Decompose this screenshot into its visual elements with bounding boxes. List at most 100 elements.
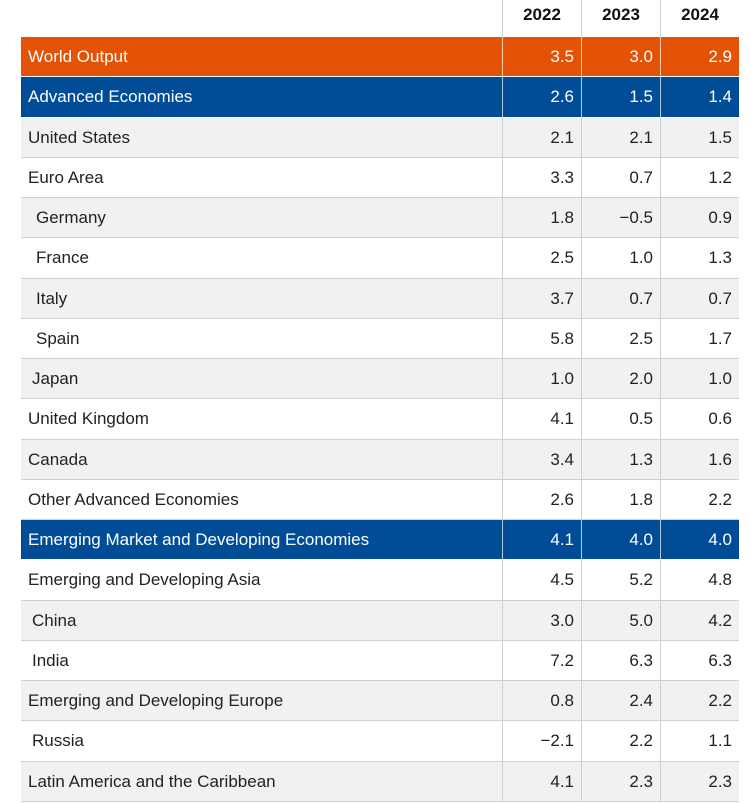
header-divider (660, 0, 661, 37)
cell-2023: 1.3 (629, 449, 653, 469)
row-label: Emerging and Developing Asia (28, 570, 261, 590)
column-divider (502, 640, 503, 680)
table-row: Spain 5.8 2.5 1.7 (21, 318, 739, 359)
column-divider (660, 681, 661, 721)
cell-2024: 4.8 (708, 570, 732, 590)
row-label: Italy (36, 288, 68, 308)
column-divider (502, 520, 503, 560)
column-divider (502, 721, 503, 761)
row-label: Spain (36, 328, 80, 348)
row-label: Canada (28, 449, 88, 469)
cell-2023: 1.5 (629, 87, 653, 107)
cell-2024: 1.7 (708, 328, 732, 348)
row-label: United Kingdom (28, 409, 149, 429)
cell-2023: 3.0 (629, 47, 653, 66)
table-row: Russia −2.1 2.2 1.1 (21, 721, 739, 762)
column-divider (502, 238, 503, 278)
cell-2023: 2.2 (629, 731, 653, 751)
column-divider (660, 520, 661, 560)
row-label: Euro Area (28, 167, 104, 187)
column-divider (581, 439, 582, 479)
table-row: Canada 3.4 1.3 1.6 (21, 439, 739, 480)
column-divider (660, 198, 661, 238)
column-divider (581, 721, 582, 761)
cell-2023: 4.0 (629, 530, 653, 549)
column-divider (660, 77, 661, 117)
column-divider (581, 37, 582, 77)
cell-2024: 2.9 (708, 47, 732, 66)
cell-2022: 3.7 (550, 288, 574, 308)
column-divider (581, 479, 582, 519)
cell-2024: 6.3 (708, 650, 732, 670)
cell-2024: 1.6 (708, 449, 732, 469)
table-row: India 7.2 6.3 6.3 (21, 640, 739, 681)
cell-2022: 0.8 (550, 691, 574, 710)
cell-2024: 0.6 (708, 409, 732, 429)
column-divider (581, 117, 582, 157)
column-divider (581, 600, 582, 640)
cell-2024: 1.3 (708, 248, 732, 268)
cell-2022: 3.3 (550, 167, 574, 187)
cell-2022: 4.1 (550, 409, 574, 429)
column-header-2022: 2022 (523, 5, 561, 24)
cell-2024: 2.3 (708, 771, 732, 791)
row-label: Other Advanced Economies (28, 489, 239, 509)
cell-2024: 4.2 (708, 610, 732, 630)
cell-2023: 1.0 (629, 248, 653, 268)
row-label: Japan (32, 369, 79, 388)
row-label: United States (28, 127, 131, 147)
cell-2022: 2.5 (550, 248, 574, 268)
cell-2024: 0.9 (708, 208, 732, 227)
column-divider (502, 157, 503, 197)
table-row: World Output 3.5 3.0 2.9 (21, 37, 739, 78)
column-divider (581, 640, 582, 680)
cell-2024: 2.2 (708, 691, 732, 710)
cell-2023: 0.7 (629, 167, 653, 187)
row-label: Latin America and the Caribbean (28, 771, 276, 791)
column-divider (581, 198, 582, 238)
cell-2022: 1.8 (550, 208, 574, 227)
column-divider (660, 318, 661, 358)
column-divider (660, 439, 661, 479)
column-divider (581, 157, 582, 197)
header-divider (581, 0, 582, 37)
cell-2023: 6.3 (629, 650, 653, 670)
cell-2024: 0.7 (708, 288, 732, 308)
column-divider (660, 600, 661, 640)
table-body: World Output 3.5 3.0 2.9 Advanced Economies 2… (21, 37, 739, 802)
row-label: Germany (36, 208, 106, 227)
cell-2023: 2.3 (629, 771, 653, 791)
table-row: United States 2.1 2.1 1.5 (21, 117, 739, 158)
table-row: Japan 1.0 2.0 1.0 (21, 359, 739, 400)
table-row: Italy 3.7 0.7 0.7 (21, 278, 739, 319)
column-divider (660, 721, 661, 761)
cell-2024: 1.0 (708, 369, 732, 388)
column-divider (502, 278, 503, 318)
column-divider (581, 761, 582, 801)
row-label: France (36, 248, 89, 268)
cell-2023: 2.5 (629, 328, 653, 348)
column-divider (581, 681, 582, 721)
column-divider (660, 640, 661, 680)
cell-2022: 3.0 (550, 610, 574, 630)
cell-2023: −0.5 (619, 208, 653, 227)
table-row: Advanced Economies 2.6 1.5 1.4 (21, 77, 739, 118)
cell-2023: 0.7 (629, 288, 653, 308)
cell-2022: 4.1 (550, 530, 574, 549)
column-divider (660, 479, 661, 519)
column-divider (581, 318, 582, 358)
table-row: China 3.0 5.0 4.2 (21, 600, 739, 641)
row-label: China (32, 610, 77, 630)
table-row: Emerging and Developing Asia 4.5 5.2 4.8 (21, 560, 739, 601)
column-divider (502, 600, 503, 640)
column-divider (581, 238, 582, 278)
header-divider (502, 0, 503, 37)
column-divider (581, 560, 582, 600)
table-header: 2022 2023 2024 (21, 0, 739, 37)
column-divider (502, 318, 503, 358)
cell-2022: 2.6 (550, 87, 574, 107)
column-divider (502, 439, 503, 479)
column-divider (581, 278, 582, 318)
row-label: Emerging Market and Developing Economies (28, 530, 370, 549)
cell-2023: 2.1 (629, 127, 653, 147)
